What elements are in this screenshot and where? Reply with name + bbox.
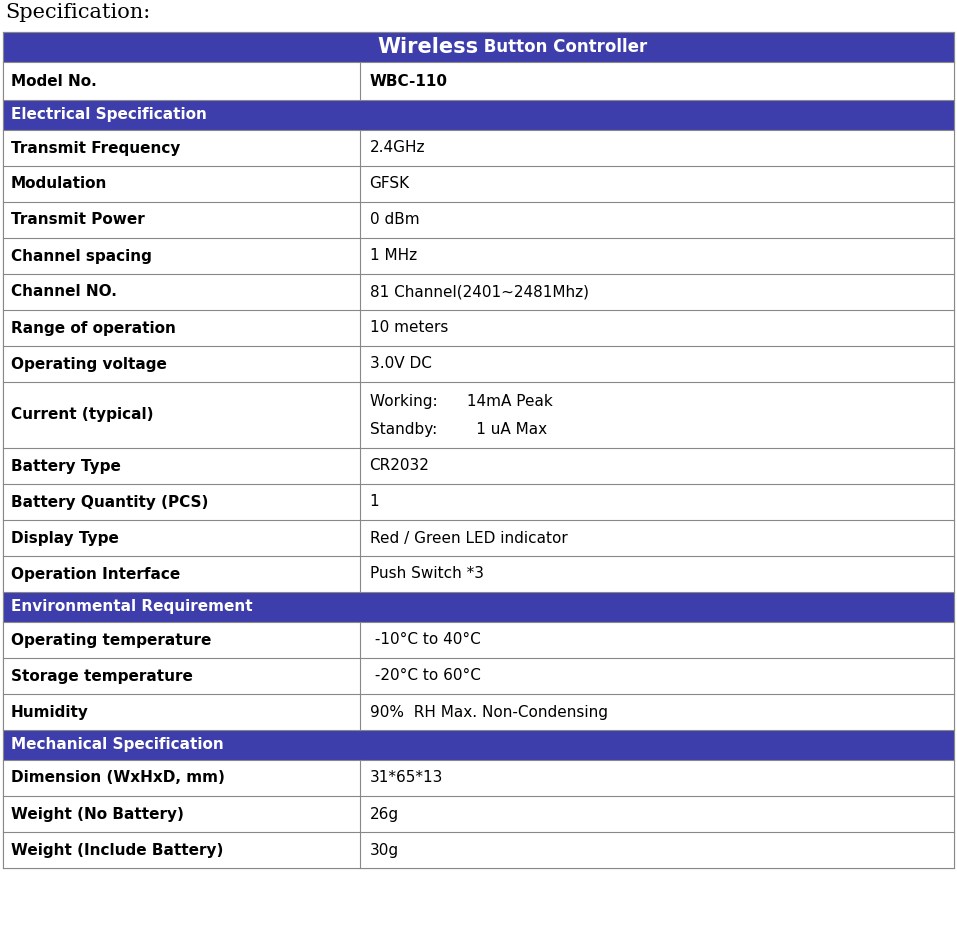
Text: Modulation: Modulation [11,177,107,191]
Text: 81 Channel(2401~2481Mhz): 81 Channel(2401~2481Mhz) [369,284,589,300]
Text: 2.4GHz: 2.4GHz [369,141,425,156]
Text: Battery Quantity (PCS): Battery Quantity (PCS) [11,495,209,510]
Text: 10 meters: 10 meters [369,320,448,336]
Text: Specification:: Specification: [5,3,150,22]
Text: Battery Type: Battery Type [11,458,121,474]
Bar [3,592,954,622]
Text: 26g: 26g [369,806,399,822]
Text: WBC-110: WBC-110 [369,73,448,88]
Text: GFSK: GFSK [369,177,410,191]
Text: Channel NO.: Channel NO. [11,284,117,300]
Bar [3,274,954,310]
Text: Standby:        1 uA Max: Standby: 1 uA Max [369,422,546,437]
Text: 90%  RH Max. Non-Condensing: 90% RH Max. Non-Condensing [369,705,608,720]
Bar [3,484,954,520]
Text: Transmit Frequency: Transmit Frequency [11,141,180,156]
Text: Dimension (WxHxD, mm): Dimension (WxHxD, mm) [11,770,225,786]
Text: Weight (No Battery): Weight (No Battery) [11,806,184,822]
Text: Humidity: Humidity [11,705,89,720]
Text: Channel spacing: Channel spacing [11,248,152,263]
Bar [3,832,954,868]
Text: 1 MHz: 1 MHz [369,248,416,263]
Text: Range of operation: Range of operation [11,320,176,336]
Bar [3,622,954,658]
Bar [3,796,954,832]
Bar [3,130,954,166]
Text: 3.0V DC: 3.0V DC [369,357,432,372]
Text: 0 dBm: 0 dBm [369,212,419,227]
Bar [3,166,954,202]
Text: Current (typical): Current (typical) [11,407,153,422]
Bar [3,310,954,346]
Text: Working:      14mA Peak: Working: 14mA Peak [369,395,552,409]
Text: Operating temperature: Operating temperature [11,632,211,648]
Text: Weight (Include Battery): Weight (Include Battery) [11,843,223,858]
Bar [3,760,954,796]
Text: Button Controller: Button Controller [478,38,648,56]
Bar [3,32,954,62]
Text: Transmit Power: Transmit Power [11,212,145,227]
Text: Operation Interface: Operation Interface [11,567,180,581]
Bar [3,730,954,760]
Bar [3,658,954,694]
Bar [3,694,954,730]
Bar [3,238,954,274]
Bar [3,556,954,592]
Text: -20°C to 60°C: -20°C to 60°C [369,669,480,684]
Text: Red / Green LED indicator: Red / Green LED indicator [369,531,568,546]
Bar [3,520,954,556]
Text: Environmental Requirement: Environmental Requirement [11,599,253,614]
Text: 30g: 30g [369,843,399,858]
Text: -10°C to 40°C: -10°C to 40°C [369,632,480,648]
Text: Mechanical Specification: Mechanical Specification [11,737,224,752]
Text: Electrical Specification: Electrical Specification [11,107,207,123]
Bar [3,32,954,868]
Text: CR2032: CR2032 [369,458,430,474]
Text: Display Type: Display Type [11,531,119,546]
Bar [3,202,954,238]
Text: Wireless: Wireless [377,37,478,57]
Text: 31*65*13: 31*65*13 [369,770,443,786]
Text: Push Switch *3: Push Switch *3 [369,567,483,581]
Bar [3,100,954,130]
Text: Model No.: Model No. [11,73,97,88]
Text: Storage temperature: Storage temperature [11,669,193,684]
Bar [3,346,954,382]
Text: Operating voltage: Operating voltage [11,357,167,372]
Text: 1: 1 [369,495,379,510]
Bar [3,382,954,448]
Bar [3,62,954,100]
Bar [3,448,954,484]
